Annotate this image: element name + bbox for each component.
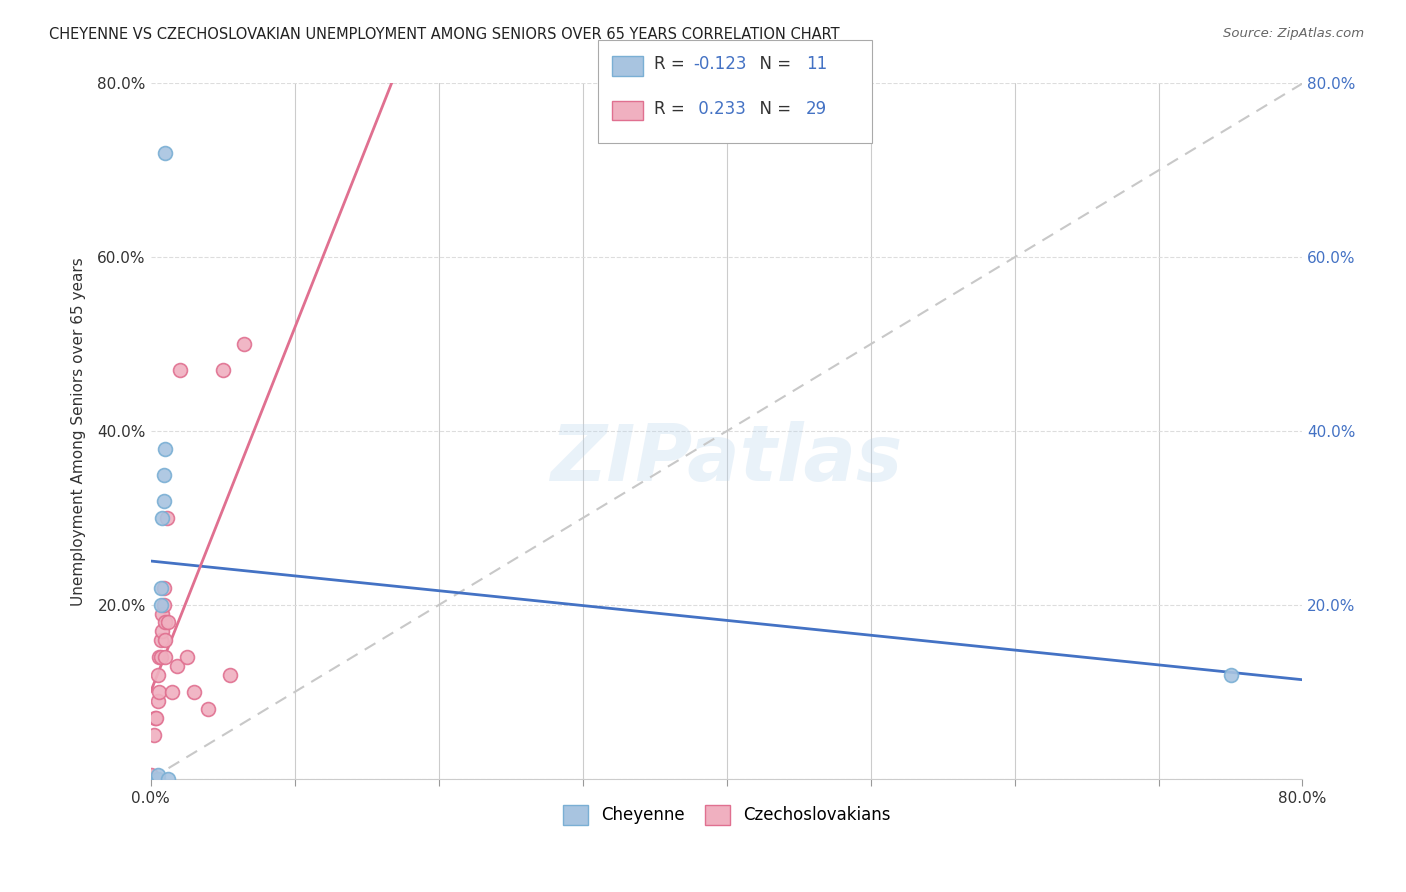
Point xyxy=(152,581,174,595)
Point xyxy=(152,598,174,612)
Point xyxy=(150,607,173,621)
Point xyxy=(149,581,172,595)
Point xyxy=(1219,667,1241,681)
Point xyxy=(153,632,176,647)
Point xyxy=(166,659,188,673)
Point xyxy=(156,772,179,786)
Point xyxy=(156,615,179,630)
Text: N =: N = xyxy=(749,55,797,73)
Point xyxy=(146,694,169,708)
Point xyxy=(233,337,256,351)
Text: 29: 29 xyxy=(806,100,827,118)
Point xyxy=(148,685,170,699)
Point xyxy=(152,493,174,508)
Point xyxy=(139,772,162,786)
Point xyxy=(153,615,176,630)
Point xyxy=(211,363,233,377)
Point xyxy=(153,442,176,456)
Legend: Cheyenne, Czechoslovakians: Cheyenne, Czechoslovakians xyxy=(554,797,898,833)
Text: ZIPatlas: ZIPatlas xyxy=(551,421,903,497)
Point xyxy=(150,511,173,525)
Text: 0.233: 0.233 xyxy=(693,100,747,118)
Text: 11: 11 xyxy=(806,55,827,73)
Point xyxy=(146,772,169,786)
Point xyxy=(149,650,172,665)
Point xyxy=(150,624,173,639)
Point xyxy=(149,598,172,612)
Point xyxy=(148,650,170,665)
Point xyxy=(219,667,242,681)
Text: R =: R = xyxy=(654,100,690,118)
Text: Source: ZipAtlas.com: Source: ZipAtlas.com xyxy=(1223,27,1364,40)
Text: -0.123: -0.123 xyxy=(693,55,747,73)
Point xyxy=(155,511,177,525)
Point xyxy=(169,363,191,377)
Point xyxy=(146,767,169,781)
Point xyxy=(143,711,166,725)
Text: CHEYENNE VS CZECHOSLOVAKIAN UNEMPLOYMENT AMONG SENIORS OVER 65 YEARS CORRELATION: CHEYENNE VS CZECHOSLOVAKIAN UNEMPLOYMENT… xyxy=(49,27,839,42)
Text: N =: N = xyxy=(749,100,797,118)
Point xyxy=(142,728,165,742)
Point xyxy=(197,702,219,716)
Point xyxy=(153,146,176,161)
Point xyxy=(139,767,162,781)
Y-axis label: Unemployment Among Seniors over 65 years: Unemployment Among Seniors over 65 years xyxy=(72,257,86,606)
Point xyxy=(162,685,184,699)
Point xyxy=(146,667,169,681)
Text: R =: R = xyxy=(654,55,690,73)
Point xyxy=(145,711,167,725)
Point xyxy=(176,650,198,665)
Point xyxy=(183,685,205,699)
Point xyxy=(152,467,174,482)
Point xyxy=(153,650,176,665)
Point xyxy=(149,632,172,647)
